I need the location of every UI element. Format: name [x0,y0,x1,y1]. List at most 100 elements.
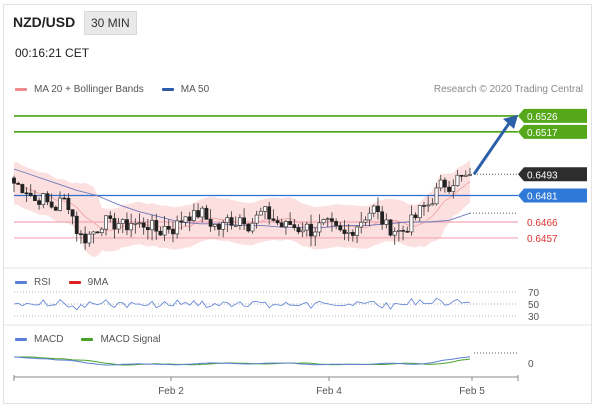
level-value: 0.6493 [527,170,558,181]
timeframe-badge[interactable]: 30 MIN [84,11,137,35]
candle-body [158,230,163,236]
legend-item-ma50: MA 50 [161,84,209,95]
legend-item-rsi: RSI [15,277,51,288]
candle-body [83,233,88,244]
candle-body [24,192,29,195]
rsi-legend: RSI 9MA [15,277,126,288]
candle-body [342,229,347,234]
candle-body [217,224,221,230]
candle-body [196,210,200,218]
candle-body [396,230,401,232]
candle-body [150,220,154,231]
candle-body [258,210,263,216]
candle-body [87,233,92,244]
forecast-arrow-head [503,114,518,129]
candle-body [20,184,25,194]
x-tick-label: Feb 4 [316,386,342,397]
candle-body [179,220,184,223]
candle-body [221,222,226,230]
candle-body [91,231,96,235]
candle-body [350,231,355,236]
level-label-bg [518,124,587,139]
candle-body [49,201,54,208]
chart-frame [3,4,592,404]
candle-body [125,219,129,231]
candle-body [384,219,389,225]
candle-body [104,215,108,230]
ma50-line [13,168,471,228]
candle-body [53,206,58,211]
candle-body [459,174,464,177]
candle-body [120,219,125,224]
candle-body [28,192,33,196]
candle-body [300,229,305,233]
candle-body [334,221,339,226]
candle-body [129,223,134,231]
legend-swatch [15,88,27,91]
legend-item-macd: MACD [15,334,63,345]
candle-body [304,223,309,231]
level-label-bg [518,108,587,123]
candle-body [112,218,117,230]
rsi-level-label: 30 [528,312,540,323]
candle-body [392,231,397,236]
candle-body [359,221,364,228]
candle-body [422,205,426,207]
candle-body [313,231,318,237]
candle-body [367,212,372,221]
candle-body [154,220,159,232]
legend-label: MACD Signal [100,334,161,345]
candle-body [388,219,393,236]
level-label: 0.6466 [527,218,558,229]
candle-body [250,222,255,232]
candle-body [70,209,75,217]
level-value: 0.6466 [527,218,558,229]
candle-body [279,222,284,228]
candle-body [275,220,280,224]
candle-body [62,197,67,200]
candle-body [355,226,359,236]
candle-body [99,228,104,234]
candle-body [468,173,472,176]
main-legend: MA 20 + Bollinger Bands MA 50 [15,84,227,95]
macd-legend: MACD MACD Signal [15,334,178,345]
candle-body [271,218,276,221]
candle-body [79,233,83,236]
candle-body [409,214,414,233]
candle-body [116,223,121,230]
candle-body [267,206,272,220]
candle-body [212,224,217,227]
research-credit: Research © 2020 Trading Central [433,84,583,95]
candle-body [238,217,242,226]
candle-body [233,224,238,227]
candle-body [66,197,71,210]
candle-body [413,214,418,219]
legend-swatch [161,88,174,91]
candle-body [405,230,410,233]
x-tick-label: Feb 5 [459,386,485,397]
rsi-line [13,297,471,311]
candle-body [45,193,50,203]
candle-body [426,204,431,207]
candle-body [33,195,37,201]
macd-zero-label: 0 [528,359,534,370]
candle-body [74,215,79,235]
legend-label: MA 20 + Bollinger Bands [34,84,144,95]
level-label: 0.6457 [527,234,558,245]
candle-body [229,217,234,226]
candle-body [200,207,205,218]
macd-line [13,356,471,366]
forecast-arrow-shaft [472,121,512,176]
timestamp: 00:16:21 CET [15,46,90,60]
legend-label: MACD [34,334,64,345]
candle-body [141,222,146,228]
bollinger-band-area [14,160,470,258]
candle-body [137,222,142,225]
level-label-bg [518,188,587,203]
level-label: 0.6526 [518,108,587,123]
level-value: 0.6481 [527,191,558,202]
rsi-level-label: 50 [528,300,540,311]
candle-body [225,217,230,223]
candle-body [321,219,326,224]
legend-swatch [15,281,27,284]
